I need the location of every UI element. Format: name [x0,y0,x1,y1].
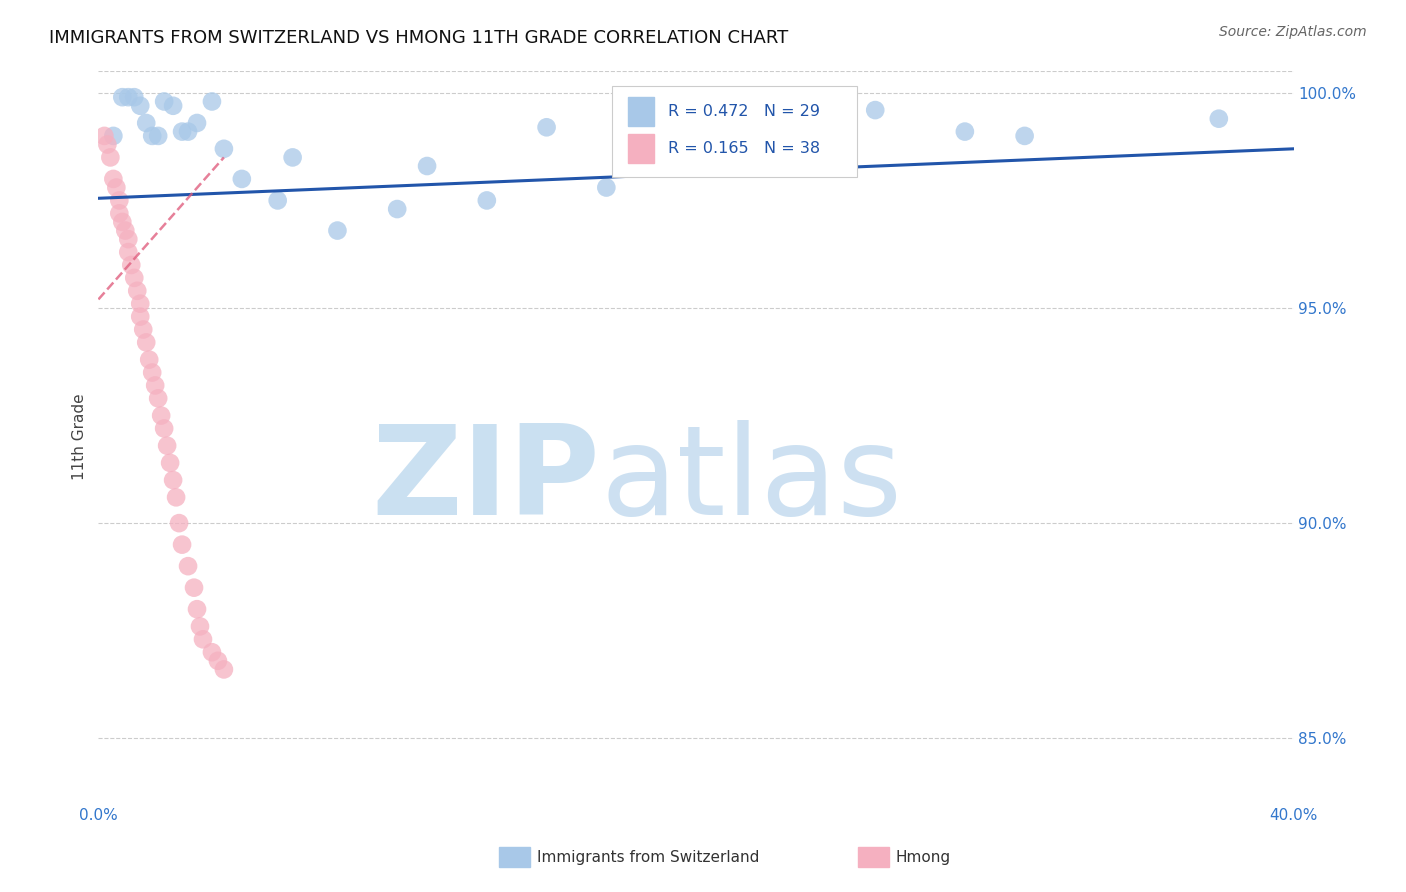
Point [212,142,235,156]
Point [865,103,887,117]
Y-axis label: 11th Grade: 11th Grade [72,393,87,481]
Point [129,296,152,310]
Point [172,538,194,552]
Point [201,95,224,109]
Point [156,439,179,453]
Point [188,619,211,633]
Point [124,90,146,104]
Point [475,194,498,208]
Point [129,99,152,113]
Text: R = 0.165   N = 38: R = 0.165 N = 38 [668,141,821,156]
Point [117,232,139,246]
Point [100,150,122,164]
Point [103,128,125,143]
Text: atlas: atlas [600,420,903,541]
Point [148,392,170,406]
Point [1014,128,1036,143]
Point [153,95,176,109]
Point [150,409,173,423]
Point [186,602,208,616]
Point [159,456,181,470]
Point [108,194,131,208]
FancyBboxPatch shape [628,134,654,162]
Point [714,128,737,143]
Point [177,559,200,574]
Text: Immigrants from Switzerland: Immigrants from Switzerland [537,850,759,864]
Point [212,662,235,676]
Point [148,128,170,143]
Point [114,223,136,237]
Point [595,180,617,194]
Point [167,516,190,530]
Text: IMMIGRANTS FROM SWITZERLAND VS HMONG 11TH GRADE CORRELATION CHART: IMMIGRANTS FROM SWITZERLAND VS HMONG 11T… [49,29,789,46]
Point [162,473,184,487]
Point [120,258,142,272]
Point [135,116,157,130]
Point [172,125,194,139]
Point [96,137,118,152]
Point [953,125,976,139]
Point [183,581,205,595]
Point [231,172,253,186]
Text: R = 0.472   N = 29: R = 0.472 N = 29 [668,104,821,120]
Point [141,128,163,143]
Point [153,421,176,435]
Point [326,223,349,237]
Point [536,120,558,135]
Point [117,90,139,104]
Point [191,632,214,647]
Point [103,172,125,186]
Point [143,378,166,392]
FancyBboxPatch shape [628,97,654,127]
Point [132,322,155,336]
Point [108,206,131,220]
Point [111,215,134,229]
Point [385,202,409,216]
Point [117,245,139,260]
Point [201,645,224,659]
Point [105,180,128,194]
Point [127,284,149,298]
FancyBboxPatch shape [613,86,858,178]
Point [1208,112,1230,126]
Point [129,310,152,324]
Text: ZIP: ZIP [371,420,600,541]
Text: Source: ZipAtlas.com: Source: ZipAtlas.com [1219,25,1367,39]
Point [162,99,184,113]
Point [177,125,200,139]
Point [267,194,290,208]
Point [281,150,304,164]
Point [186,116,208,130]
Text: Hmong: Hmong [896,850,950,864]
Point [141,366,163,380]
Point [135,335,157,350]
Point [93,128,115,143]
Point [416,159,439,173]
Point [138,352,160,367]
Point [207,654,229,668]
Point [124,271,146,285]
Point [111,90,134,104]
Point [165,491,187,505]
